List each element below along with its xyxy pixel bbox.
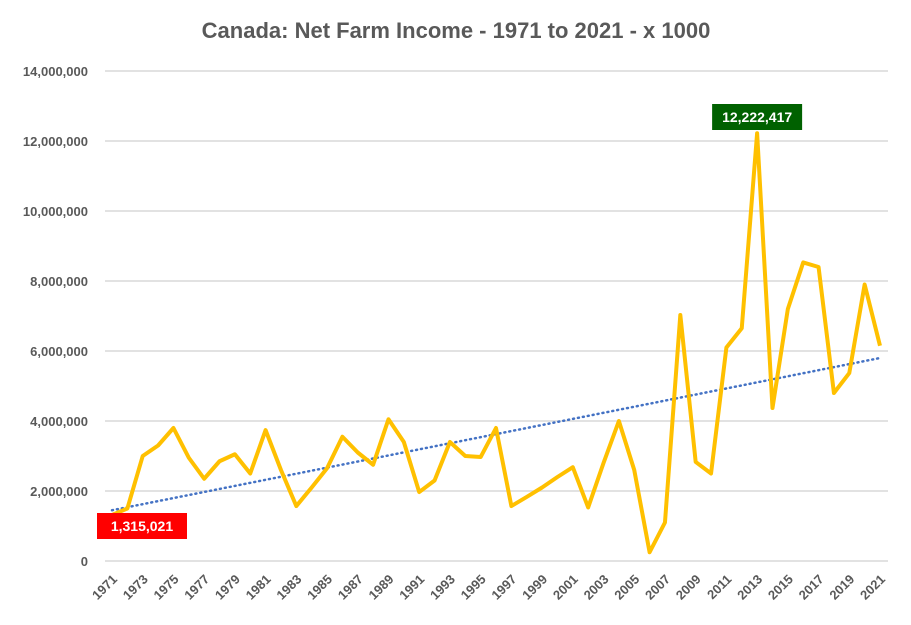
- x-tick-label: 2017: [796, 572, 827, 603]
- x-tick-label: 1999: [519, 572, 550, 603]
- x-tick-label: 1989: [366, 572, 397, 603]
- x-tick-label: 2001: [550, 572, 581, 603]
- x-tick-label: 1993: [427, 572, 458, 603]
- x-tick-label: 1973: [120, 572, 151, 603]
- y-tick-label: 0: [81, 554, 88, 569]
- x-tick-label: 2009: [673, 572, 704, 603]
- data-label: 12,222,417: [722, 109, 792, 125]
- x-tick-label: 1977: [181, 572, 212, 603]
- x-tick-label: 2013: [734, 572, 765, 603]
- y-tick-label: 4,000,000: [30, 414, 88, 429]
- x-tick-label: 1995: [458, 572, 489, 603]
- x-tick-label: 1991: [396, 572, 427, 603]
- x-tick-label: 2005: [611, 572, 642, 603]
- x-tick-label: 1981: [243, 572, 274, 603]
- x-tick-label: 2007: [642, 572, 673, 603]
- x-tick-label: 1987: [335, 572, 366, 603]
- y-tick-label: 14,000,000: [23, 64, 88, 79]
- x-tick-label: 2019: [826, 572, 857, 603]
- x-tick-label: 1979: [212, 572, 243, 603]
- y-tick-label: 10,000,000: [23, 204, 88, 219]
- data-label: 1,315,021: [111, 518, 173, 534]
- x-tick-label: 2021: [857, 572, 888, 603]
- x-tick-label: 1997: [488, 572, 519, 603]
- y-tick-label: 2,000,000: [30, 484, 88, 499]
- x-tick-label: 2015: [765, 572, 796, 603]
- data-label-box: [97, 513, 187, 539]
- x-tick-label: 1983: [273, 572, 304, 603]
- x-tick-label: 1985: [304, 572, 335, 603]
- x-tick-label: 1971: [89, 572, 120, 603]
- income-line: [111, 131, 882, 555]
- x-tick-label: 2011: [704, 572, 735, 603]
- y-tick-label: 12,000,000: [23, 134, 88, 149]
- y-tick-label: 8,000,000: [30, 274, 88, 289]
- data-label-box: [712, 104, 803, 130]
- y-tick-label: 6,000,000: [30, 344, 88, 359]
- chart-title: Canada: Net Farm Income - 1971 to 2021 -…: [202, 18, 711, 43]
- x-tick-label: 2003: [581, 572, 612, 603]
- x-tick-label: 1975: [151, 572, 182, 603]
